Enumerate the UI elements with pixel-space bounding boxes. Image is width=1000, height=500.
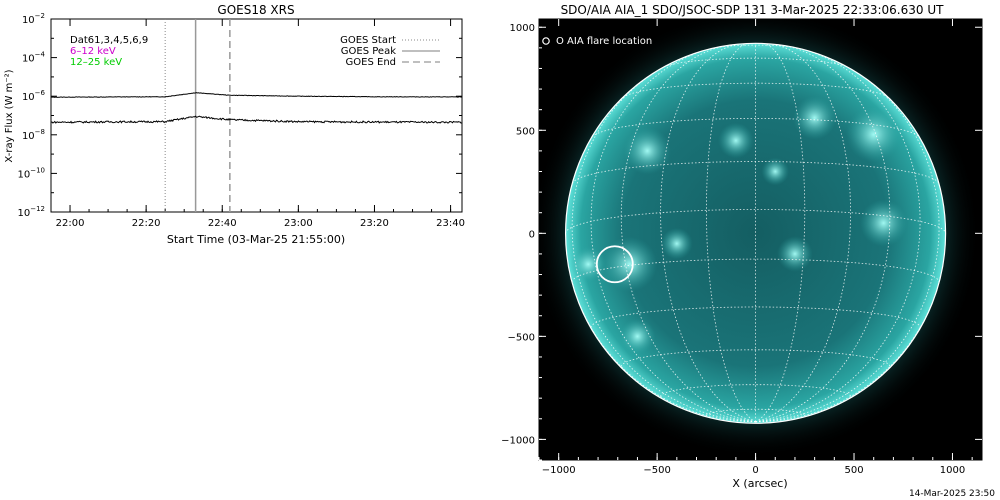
aia-latitude-line [591, 117, 920, 138]
goes-x-tick-label: 22:40 [208, 218, 237, 229]
aia-longitude-line [620, 45, 756, 423]
goes-legend-left-entry: 12–25 keV [70, 57, 122, 68]
goes-xray-chart: GOES18 XRS 10−12 10−10 10−8 10−6 10−4 10−2 22… [4, 3, 465, 246]
aia-latitude-line [663, 57, 848, 68]
goes-legend-right-entry: GOES Peak [341, 46, 396, 57]
goes-y-tick-label: 10−10 [17, 166, 45, 180]
aia-y-axis: 1000 500 0 −500 −1000 [501, 23, 982, 461]
aia-x-axis: −1000 −500 0 500 1000 [538, 19, 973, 476]
goes-legend-left-entry: 6–12 keV [70, 46, 116, 57]
aia-longitude-line [755, 45, 891, 423]
goes-y-tick-label: 10−4 [22, 51, 46, 65]
aia-longitude-line [755, 47, 921, 423]
aia-latitude-line [590, 306, 921, 328]
aia-heliographic-grid [565, 43, 946, 423]
goes-y-tick-label: 10−6 [22, 89, 46, 103]
aia-image-panel: SDO/AIA AIA_1 SDO/JSOC-SDP 131 3-Mar-202… [501, 3, 983, 490]
aia-longitude-line [755, 43, 852, 423]
goes-series-line [50, 115, 463, 124]
aia-x-axis-label: X (arcsec) [732, 477, 787, 490]
aia-x-tick-label: 1000 [940, 465, 965, 476]
aia-bright-region [777, 236, 813, 272]
aia-bright-region [619, 318, 656, 355]
goes-legend-right-entry: GOES Start [340, 35, 396, 46]
goes-x-tick-label: 22:20 [132, 218, 161, 229]
aia-image-frame [538, 18, 983, 461]
aia-y-tick-label: 500 [516, 126, 535, 137]
aia-bright-region [846, 106, 902, 162]
goes-chart-title: GOES18 XRS [217, 3, 294, 17]
goes-series-line [51, 92, 463, 98]
aia-longitude-line [755, 62, 940, 423]
aia-latitude-line [712, 44, 799, 49]
aia-bright-region [623, 127, 671, 175]
aia-bright-region [602, 236, 658, 292]
aia-bright-region [859, 199, 908, 247]
aia-bright-region [661, 227, 693, 260]
goes-x-axis-label: Start Time (03-Mar-25 21:55:00) [167, 233, 345, 246]
aia-longitude-line [755, 233, 946, 423]
aia-y-tick-label: −500 [508, 332, 535, 343]
goes-legend-right-entry: GOES End [346, 57, 396, 68]
goes-legend-left-entry: Dat61,3,4,5,6,9 [70, 35, 148, 46]
goes-y-axis: 10−12 10−10 10−8 10−6 10−4 10−2 [17, 12, 462, 219]
aia-active-regions [570, 96, 908, 355]
aia-longitude-line [571, 62, 756, 423]
goes-x-tick-label: 23:00 [284, 218, 313, 229]
goes-y-tick-label: 10−12 [17, 205, 45, 219]
aia-x-tick-label: 500 [844, 465, 863, 476]
aia-y-tick-label: 0 [529, 229, 535, 240]
aia-image-title: SDO/AIA AIA_1 SDO/JSOC-SDP 131 3-Mar-202… [561, 3, 945, 17]
aia-longitude-line [705, 43, 756, 423]
footer-date: 14-Mar-2025 23:50 [909, 489, 995, 499]
goes-x-tick-label: 22:00 [56, 218, 85, 229]
aia-latitude-line [660, 384, 851, 397]
aia-latitude-line [571, 161, 940, 184]
aia-longitude-line [590, 47, 756, 423]
aia-x-tick-label: −1000 [542, 465, 576, 476]
aia-longitude-line [660, 43, 756, 423]
aia-latitude-line [620, 349, 891, 367]
aia-y-tick-label: 1000 [510, 23, 535, 34]
goes-event-lines [164, 19, 231, 212]
aia-bright-region [761, 157, 790, 186]
aia-legend-text: O AIA flare location [556, 36, 652, 47]
goes-series-group [50, 92, 463, 124]
goes-x-axis: 22:00 22:20 22:40 23:00 23:20 23:40 [50, 19, 465, 229]
aia-longitude-line [755, 43, 806, 423]
aia-flare-location-circle [595, 245, 634, 284]
aia-legend-marker [542, 37, 550, 45]
aia-x-tick-label: −500 [643, 465, 670, 476]
aia-bright-region [718, 122, 754, 159]
aia-bright-region [792, 96, 837, 140]
aia-latitude-line [622, 82, 889, 98]
aia-latitude-line [706, 408, 806, 416]
goes-x-tick-label: 23:20 [360, 218, 389, 229]
aia-x-tick-label: 0 [752, 465, 758, 476]
goes-y-axis-label: X-ray Flux (W m⁻²) [4, 69, 15, 162]
goes-x-tick-label: 23:40 [436, 218, 465, 229]
aia-latitude-line [571, 258, 940, 283]
aia-latitude-line [565, 209, 946, 234]
goes-y-tick-label: 10−2 [22, 12, 45, 26]
aia-y-tick-label: −1000 [501, 435, 535, 446]
goes-y-tick-label: 10−8 [22, 128, 45, 142]
